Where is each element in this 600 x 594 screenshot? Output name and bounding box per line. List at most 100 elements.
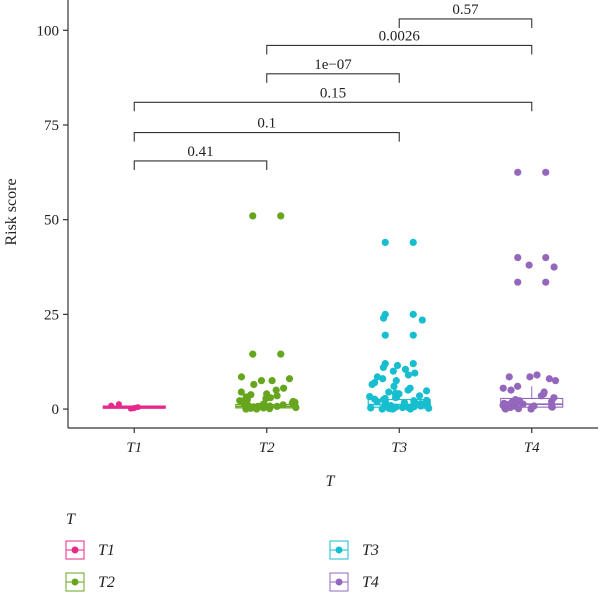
data-point-T4 [501, 405, 510, 413]
data-point-T2 [259, 404, 268, 412]
data-point-T3 [409, 310, 417, 318]
data-point-T3 [392, 377, 400, 385]
data-point-T2 [285, 375, 294, 383]
x-axis-title: T [326, 473, 336, 490]
p-value-label: 0.41 [187, 144, 213, 160]
data-point-T3 [392, 403, 400, 411]
y-tick-label: 0 [52, 402, 60, 418]
data-point-T3 [404, 371, 413, 379]
y-tick-label: 50 [44, 213, 59, 229]
legend-key-dot [335, 578, 343, 586]
data-point-T3 [422, 387, 431, 395]
data-point-T4 [545, 375, 553, 383]
legend-key-dot [71, 546, 79, 554]
data-point-T3 [423, 396, 431, 404]
data-point-T2 [277, 212, 285, 220]
axes: 0 25 50 75 100 T1 T2 T3 T4 [37, 0, 598, 456]
data-point-T4 [515, 397, 524, 405]
data-point-T4 [537, 392, 545, 400]
data-point-T3 [417, 402, 425, 410]
data-point-T2 [262, 394, 270, 403]
data-point-T2 [237, 388, 245, 396]
data-point-T4 [548, 403, 556, 411]
data-point-T3 [409, 360, 417, 368]
data-point-T2 [265, 405, 274, 413]
p-value-label: 0.57 [452, 2, 479, 18]
data-point-T3 [371, 395, 379, 403]
legend-label-T4: T4 [362, 574, 379, 591]
data-point-T4 [526, 373, 534, 381]
data-point-T3 [393, 361, 402, 370]
data-point-T4 [525, 261, 533, 269]
x-tick-label: T2 [259, 440, 275, 456]
data-point-T3 [409, 238, 417, 247]
significance-brackets: 0.57 0.0026 1e−07 0.15 0.1 0.41 [133, 2, 533, 170]
data-point-T3 [368, 380, 376, 389]
y-tick-label: 100 [37, 23, 60, 39]
data-point-T3 [389, 367, 397, 375]
y-axis-title: Risk score [3, 178, 20, 245]
legend-title: T [66, 511, 76, 528]
data-point-T3 [415, 392, 424, 400]
data-point-T4 [514, 168, 522, 176]
data-point-T3 [404, 386, 412, 394]
data-point-T3 [418, 316, 426, 324]
data-point-T4 [514, 253, 522, 262]
data-point-T4 [542, 278, 550, 286]
x-tick-label: T1 [126, 440, 142, 456]
data-point-T2 [257, 377, 265, 385]
data-point-T3 [411, 369, 419, 377]
data-point-T3 [381, 402, 389, 411]
data-point-T2 [249, 212, 257, 220]
comparison-bracket [398, 18, 533, 28]
data-point-T2 [277, 350, 285, 358]
data-point-T3 [400, 399, 408, 407]
legend-label-T3: T3 [362, 542, 379, 559]
data-point-T2 [272, 386, 280, 394]
p-value-label: 0.1 [257, 116, 276, 132]
data-point-T3 [381, 331, 389, 339]
p-value-label: 0.0026 [379, 28, 421, 44]
data-point-T3 [409, 401, 418, 409]
data-point-T2 [242, 405, 250, 413]
data-point-T2 [249, 350, 257, 358]
x-tick-label: T3 [391, 440, 407, 456]
data-point-T3 [367, 404, 375, 412]
data-point-T4 [542, 253, 550, 262]
data-point-T2 [279, 401, 287, 409]
data-point-T3 [392, 394, 400, 402]
y-tick-label: 25 [44, 307, 59, 323]
data-point-T3 [379, 363, 388, 371]
data-point-T3 [409, 331, 417, 339]
data-point-T4 [505, 373, 513, 381]
data-point-T1 [108, 402, 115, 409]
data-point-T4 [533, 371, 541, 379]
legend-key-dot [335, 546, 343, 554]
data-point-T1 [115, 401, 122, 408]
data-point-T2 [237, 397, 246, 405]
data-point-T4 [499, 384, 507, 392]
comparison-bracket [133, 132, 400, 142]
data-point-T3 [385, 388, 393, 396]
comparison-bracket [133, 101, 533, 112]
data-point-T3 [381, 238, 389, 247]
plot-area [102, 168, 564, 413]
data-point-T2 [273, 402, 281, 411]
y-tick-label: 75 [44, 118, 59, 134]
data-point-T4 [547, 397, 556, 406]
x-tick-label: T4 [524, 440, 540, 456]
data-point-T4 [542, 168, 550, 176]
data-point-T4 [514, 382, 522, 390]
data-point-T1 [131, 404, 138, 411]
data-point-T4 [551, 377, 560, 385]
data-point-T3 [401, 365, 410, 373]
data-point-T2 [250, 380, 258, 389]
comparison-bracket [133, 160, 268, 170]
legend-label-T2: T2 [98, 574, 115, 591]
data-point-T2 [254, 403, 262, 412]
data-point-T4 [550, 263, 558, 271]
data-point-T3 [390, 382, 398, 390]
data-point-T2 [237, 373, 246, 381]
legend: T1 T2 T3 T4 [65, 540, 379, 592]
